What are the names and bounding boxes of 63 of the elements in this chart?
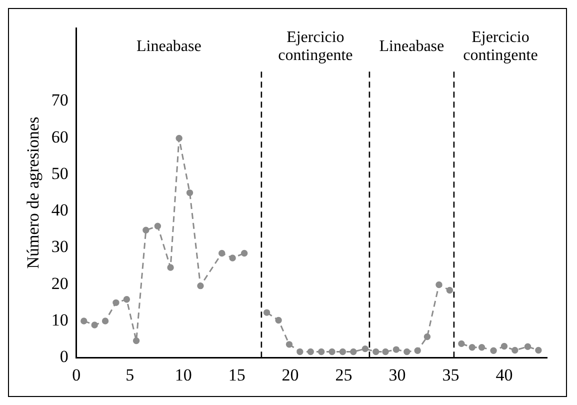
point — [458, 340, 465, 348]
point — [414, 347, 421, 354]
x-tick-label: 25 — [335, 365, 352, 384]
point — [382, 348, 389, 356]
point — [372, 348, 380, 356]
annotation: Ejercicio contingente — [278, 29, 353, 64]
point — [500, 342, 508, 350]
point — [186, 189, 194, 196]
y-tick-label: 0 — [60, 347, 68, 366]
point — [240, 250, 248, 257]
x-tick-label: 35 — [442, 365, 460, 384]
point — [350, 348, 357, 356]
point — [142, 226, 150, 234]
point — [296, 348, 304, 356]
annotation: Lineabase — [379, 38, 444, 56]
y-tick-label: 30 — [51, 237, 68, 256]
point — [424, 333, 431, 340]
point — [123, 296, 130, 303]
point — [102, 318, 109, 324]
point — [80, 318, 88, 324]
point — [436, 281, 442, 288]
x-tick-label: 5 — [126, 365, 134, 384]
point — [307, 348, 314, 356]
y-tick-label: 70 — [51, 90, 68, 110]
y-axis-title: Número de agresiones — [24, 116, 43, 269]
annotation: Ejercicio contingente — [463, 29, 538, 64]
point — [339, 348, 346, 356]
point — [275, 316, 282, 324]
point — [328, 348, 336, 356]
x-tick-label: 40 — [496, 365, 513, 384]
point — [91, 322, 98, 328]
point — [446, 286, 454, 294]
point — [263, 309, 270, 316]
point — [404, 348, 410, 356]
point — [132, 337, 140, 344]
point — [490, 347, 497, 354]
point — [197, 282, 204, 290]
y-tick-label: 10 — [51, 310, 68, 330]
point — [478, 344, 486, 351]
point — [535, 346, 542, 354]
point — [167, 264, 174, 271]
point — [524, 343, 532, 350]
point — [286, 341, 293, 348]
point — [468, 344, 476, 351]
x-tick-label: 15 — [228, 365, 246, 384]
point — [176, 134, 182, 142]
y-tick-label: 50 — [51, 164, 68, 183]
point — [512, 346, 518, 354]
y-tick-label: 40 — [51, 200, 68, 220]
x-tick-label: 0 — [72, 365, 81, 384]
point — [318, 348, 325, 356]
point — [218, 250, 226, 257]
y-tick-label: 60 — [51, 127, 68, 146]
point — [154, 222, 162, 230]
x-tick-label: 10 — [174, 365, 192, 384]
y-tick-label: 20 — [51, 274, 68, 293]
point — [112, 299, 120, 306]
point — [229, 254, 236, 262]
point — [362, 345, 369, 352]
point — [392, 346, 400, 353]
annotation: Lineabase — [136, 38, 202, 56]
x-tick-label: 30 — [388, 365, 406, 384]
x-tick-label: 20 — [282, 365, 299, 384]
